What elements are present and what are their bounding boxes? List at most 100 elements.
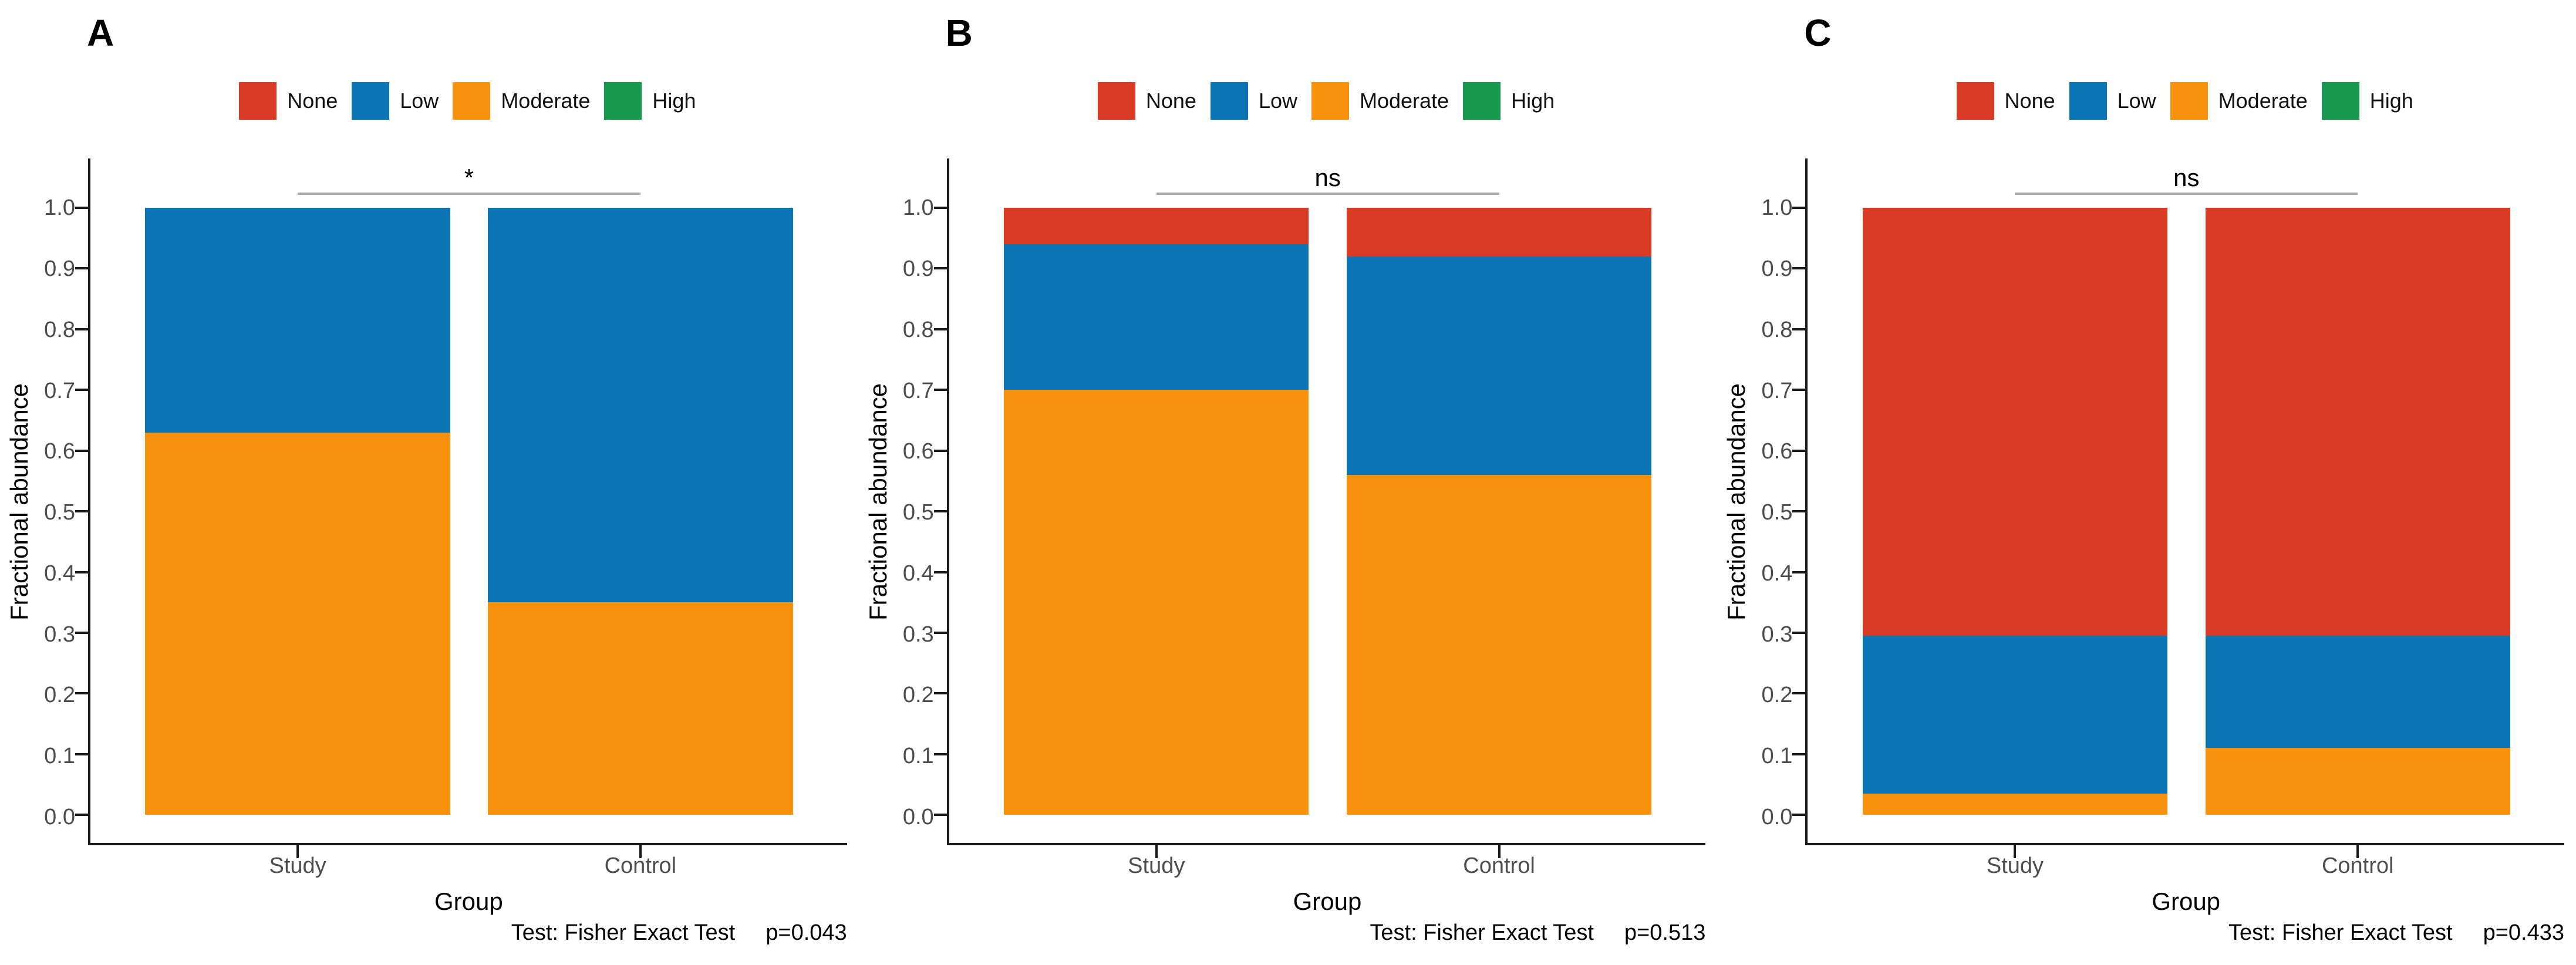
plot-area: * Study Control Group Test: Fisher Exact… <box>75 158 847 945</box>
y-tick-label: 0.4 <box>1761 561 1793 586</box>
y-axis-title: Fractional abundance <box>5 383 33 620</box>
legend-label: Low <box>1258 89 1297 113</box>
legend-item-low: Low <box>2069 82 2156 120</box>
y-tick-label: 1.0 <box>1761 195 1793 221</box>
legend: None Low Moderate High <box>947 77 1706 124</box>
y-tick-mark <box>75 510 88 513</box>
caption: Test: Fisher Exact Test p=0.513 <box>1370 920 1705 946</box>
y-tick-mark <box>933 389 947 392</box>
x-axis-title: Group <box>434 888 503 915</box>
legend-swatch-high <box>1463 82 1501 120</box>
bar-segment-control-low <box>1346 256 1652 475</box>
y-tick-mark <box>933 328 947 330</box>
bar-segment-control-none <box>1346 207 1652 257</box>
legend-label: None <box>1145 89 1196 113</box>
y-tick-mark <box>1792 631 1806 634</box>
y-tick-label: 0.3 <box>1761 622 1793 647</box>
y-tick-mark <box>933 692 947 695</box>
legend-swatch-moderate <box>453 82 491 120</box>
legend-swatch-low <box>352 82 390 120</box>
x-tick-mark <box>2014 845 2017 858</box>
y-tick-mark <box>1792 389 1806 392</box>
bar-segment-study-moderate <box>1862 794 2168 815</box>
bar-segment-control-moderate <box>2205 748 2510 815</box>
y-tick-label: 0.4 <box>44 561 75 586</box>
legend-label: Low <box>400 89 439 113</box>
caption-pvalue: p=0.043 <box>766 920 847 945</box>
legend-swatch-low <box>2069 82 2107 120</box>
caption-pvalue: p=0.513 <box>1624 920 1706 945</box>
x-tick-mark <box>296 845 299 858</box>
legend-label: High <box>1511 89 1555 113</box>
y-tick-mark <box>1792 571 1806 573</box>
y-axis-title: Fractional abundance <box>864 383 892 620</box>
legend-label: High <box>2369 89 2413 113</box>
bar-segment-study-none <box>1004 207 1309 245</box>
panel-letter: C <box>1804 12 1832 54</box>
caption: Test: Fisher Exact Test p=0.433 <box>2228 920 2564 946</box>
y-tick-mark <box>933 510 947 513</box>
legend-item-moderate: Moderate <box>453 82 590 120</box>
y-tick-mark <box>1792 814 1806 816</box>
legend-item-high: High <box>604 82 696 120</box>
y-tick-label: 0.1 <box>1761 744 1793 769</box>
y-tick-label: 0.9 <box>44 257 75 282</box>
caption-test: Test: Fisher Exact Test <box>2228 920 2453 945</box>
legend-label: None <box>2004 89 2055 113</box>
x-tick-mark <box>1155 845 1158 858</box>
panel-b: B None Low Moderate High Fractional abun… <box>859 0 1718 965</box>
plot-wrap: Fractional abundance 0.0 0.1 0.2 0.3 0.4 0.5 0… <box>0 158 847 945</box>
legend-item-moderate: Moderate <box>1311 82 1449 120</box>
x-tick-mark <box>639 845 642 858</box>
panel-a: A None Low Moderate High Fractional abun… <box>0 0 859 965</box>
legend-label: Low <box>2117 89 2156 113</box>
y-tick-label: 0.5 <box>44 500 75 525</box>
y-tick-mark <box>75 571 88 573</box>
significance-label: ns <box>1314 164 1341 191</box>
y-tick-label: 0.8 <box>1761 317 1793 342</box>
y-tick-mark <box>1792 692 1806 695</box>
significance-bracket: ns <box>2015 166 2358 195</box>
y-tick-mark <box>1792 206 1806 209</box>
y-tick-label: 0.1 <box>44 744 75 769</box>
y-tick-label: 1.0 <box>44 195 75 221</box>
y-tick-label: 0.9 <box>1761 257 1793 282</box>
y-tick-mark <box>933 571 947 573</box>
legend-swatch-high <box>2321 82 2359 120</box>
bar-segment-study-low <box>1862 636 2168 794</box>
y-tick-mark <box>933 631 947 634</box>
y-tick-label: 1.0 <box>902 195 934 221</box>
y-tick-mark <box>933 449 947 452</box>
y-tick-label: 0.2 <box>902 683 934 708</box>
bar-segment-study-moderate <box>145 432 450 815</box>
caption-pvalue: p=0.433 <box>2483 920 2565 945</box>
significance-bracket: * <box>298 166 640 195</box>
y-axis-title: Fractional abundance <box>1722 383 1751 620</box>
legend-swatch-moderate <box>2170 82 2208 120</box>
bar-segment-study-moderate <box>1004 390 1309 815</box>
legend-label: High <box>652 89 696 113</box>
significance-bracket: ns <box>1156 166 1499 195</box>
legend-item-high: High <box>2321 82 2413 120</box>
y-tick-labels: 0.0 0.1 0.2 0.3 0.4 0.5 0.6 0.7 0.8 0.9 1.0 <box>1756 158 1805 845</box>
y-tick-label: 0.7 <box>44 378 75 403</box>
legend-swatch-moderate <box>1311 82 1349 120</box>
legend-swatch-none <box>1956 82 1994 120</box>
y-tick-label: 0.8 <box>44 317 75 342</box>
y-tick-mark <box>933 814 947 816</box>
y-tick-label: 0.8 <box>902 317 934 342</box>
bar-segment-study-low <box>145 207 450 433</box>
y-tick-mark <box>1792 267 1806 270</box>
legend: None Low Moderate High <box>1805 77 2564 124</box>
y-tick-label: 0.0 <box>1761 805 1793 830</box>
bar-segment-study-none <box>1862 207 2168 636</box>
y-tick-label: 0.0 <box>44 805 75 830</box>
x-tick-mark <box>2356 845 2359 858</box>
legend-label: Moderate <box>1359 89 1449 113</box>
y-tick-mark <box>1792 449 1806 452</box>
y-tick-label: 0.7 <box>1761 378 1793 403</box>
bar-segment-control-none <box>2205 207 2510 636</box>
legend-item-none: None <box>1097 82 1196 120</box>
panel-c: C None Low Moderate High Fractional abun… <box>1717 0 2576 965</box>
x-axis-title: Group <box>1293 888 1362 915</box>
